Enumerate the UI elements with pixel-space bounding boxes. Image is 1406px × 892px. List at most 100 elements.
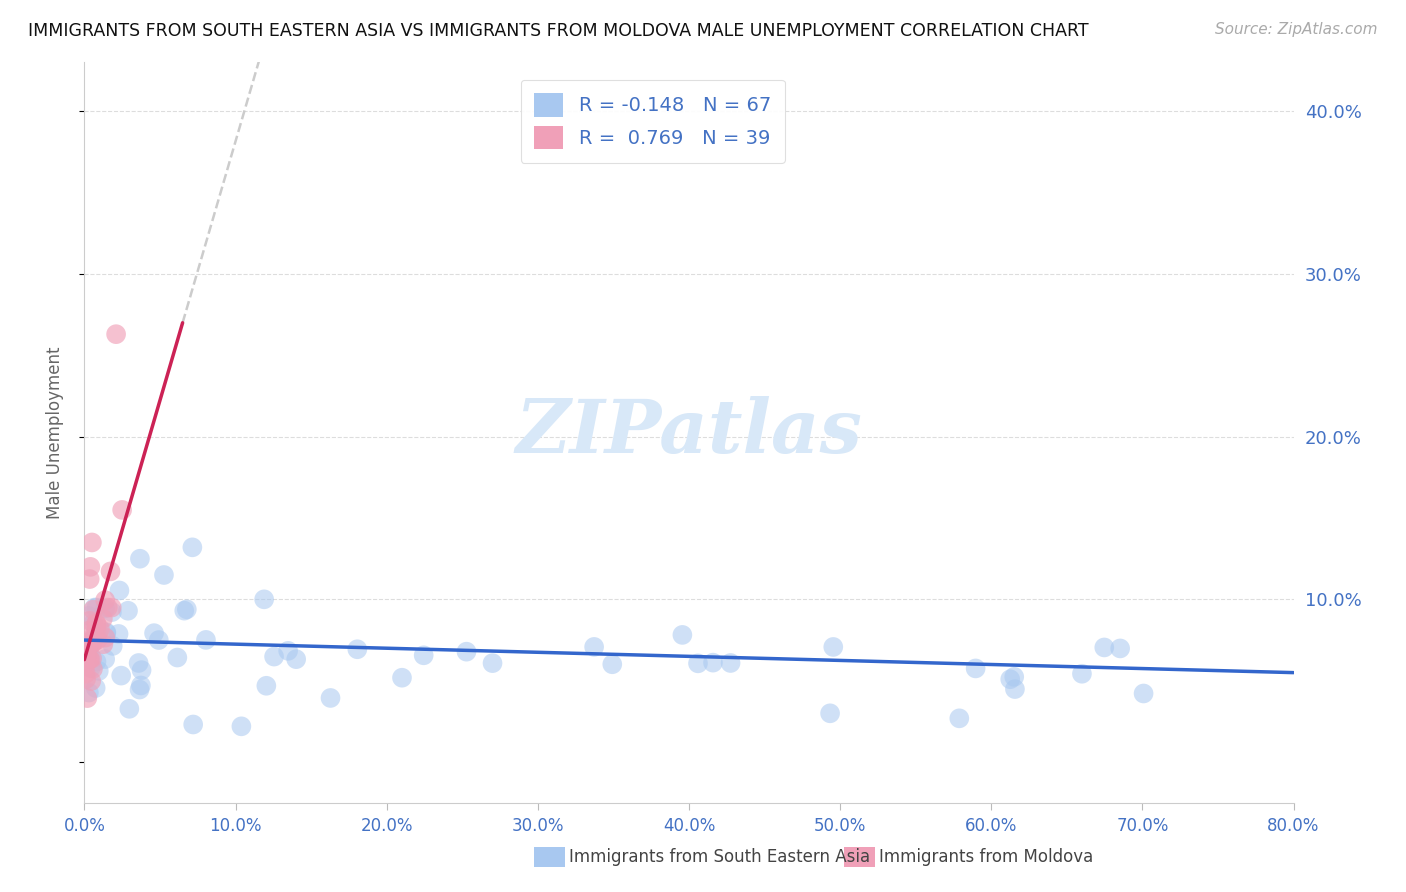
Point [181, 541, 204, 555]
Text: Immigrants from South Eastern Asia: Immigrants from South Eastern Asia [569, 848, 870, 866]
Point [1109, 641, 1132, 656]
Point [75, 636, 97, 650]
Point [129, 678, 152, 692]
Point [79, 572, 101, 586]
Point [686, 657, 709, 671]
Point [84, 624, 107, 638]
Point [231, 719, 253, 733]
Point [720, 656, 742, 670]
Point [82, 616, 104, 631]
Point [391, 671, 413, 685]
Point [86, 655, 108, 669]
Point [75, 666, 97, 681]
Point [166, 650, 188, 665]
Point [84, 615, 107, 630]
Point [77, 652, 100, 666]
Point [94, 652, 117, 666]
Point [80, 633, 103, 648]
Point [83, 631, 105, 645]
Point [254, 679, 277, 693]
Point [1071, 666, 1094, 681]
Point [82, 635, 104, 649]
Point [456, 645, 478, 659]
Point [82, 603, 104, 617]
Point [346, 642, 368, 657]
Point [671, 628, 693, 642]
Point [148, 633, 170, 648]
Point [82, 651, 104, 665]
Point [194, 632, 217, 647]
Point [94, 601, 117, 615]
Point [128, 656, 150, 670]
Point [948, 711, 970, 725]
Point [176, 602, 198, 616]
Point [82, 662, 104, 676]
Point [1004, 681, 1026, 696]
Point [79, 614, 101, 628]
Point [76, 691, 98, 706]
Point [75, 672, 97, 686]
Point [91, 612, 114, 626]
Text: Immigrants from Moldova: Immigrants from Moldova [879, 848, 1092, 866]
Text: Source: ZipAtlas.com: Source: ZipAtlas.com [1215, 22, 1378, 37]
Point [181, 717, 204, 731]
Point [75, 643, 97, 657]
Point [96, 625, 118, 640]
Point [97, 600, 120, 615]
Point [77, 609, 100, 624]
Point [107, 627, 129, 641]
Point [1002, 670, 1025, 684]
Point [79, 652, 101, 666]
Point [118, 702, 141, 716]
Point [1092, 640, 1115, 655]
Point [153, 568, 176, 582]
Point [131, 663, 153, 677]
Text: ZIPatlas: ZIPatlas [516, 396, 862, 469]
Point [583, 640, 606, 654]
Point [1000, 672, 1022, 686]
Point [87, 664, 110, 678]
Point [101, 639, 124, 653]
Point [965, 661, 987, 675]
Point [1132, 686, 1154, 700]
Point [77, 645, 100, 659]
Point [94, 631, 117, 645]
Point [75, 639, 97, 653]
Point [101, 605, 124, 619]
Point [128, 682, 150, 697]
Point [76, 640, 98, 655]
Point [76, 648, 98, 662]
Point [93, 637, 115, 651]
Point [818, 706, 841, 721]
Point [83, 600, 105, 615]
Point [173, 604, 195, 618]
Point [110, 668, 132, 682]
Point [96, 626, 118, 640]
Point [143, 626, 166, 640]
Point [100, 565, 122, 579]
Point [285, 652, 308, 666]
Point [108, 583, 131, 598]
Point [82, 636, 104, 650]
Point [117, 604, 139, 618]
Point [87, 632, 110, 647]
Point [75, 648, 97, 663]
Point [94, 593, 117, 607]
Point [702, 656, 724, 670]
Point [77, 685, 100, 699]
Point [263, 649, 285, 664]
Point [79, 632, 101, 647]
Point [100, 600, 122, 615]
Point [412, 648, 434, 663]
Point [319, 690, 342, 705]
Point [84, 681, 107, 695]
Point [77, 624, 100, 638]
Y-axis label: Male Unemployment: Male Unemployment [45, 346, 63, 519]
Legend: R = -0.148   N = 67, R =  0.769   N = 39: R = -0.148 N = 67, R = 0.769 N = 39 [520, 79, 785, 163]
Point [79, 661, 101, 675]
Point [277, 644, 299, 658]
Point [87, 626, 110, 640]
Point [86, 617, 108, 632]
Point [79, 559, 101, 574]
Point [89, 622, 111, 636]
